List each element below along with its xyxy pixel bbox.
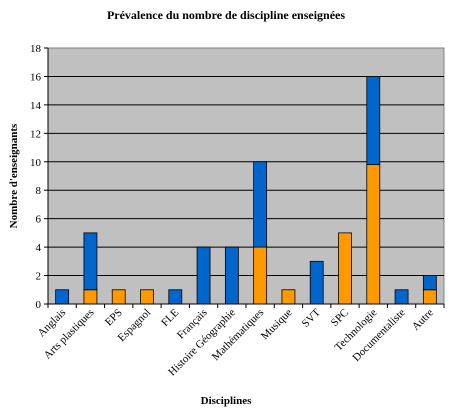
bar-segment (140, 289, 154, 305)
x-tick-label: Mathématiques (210, 307, 266, 363)
y-tick-label: 18 (30, 43, 42, 55)
x-tick-label: Musique (259, 307, 295, 343)
x-axis-title: Disciplines (201, 395, 252, 407)
bar-segment (422, 289, 437, 305)
bar-segment (394, 289, 409, 305)
bar-segment (309, 260, 324, 305)
bar-segment (168, 289, 183, 305)
bar-segment (366, 164, 381, 305)
bar-segment (281, 289, 296, 305)
y-tick-label: 14 (30, 100, 42, 112)
bar-segment (366, 76, 381, 166)
y-tick-label: 6 (36, 214, 42, 226)
y-tick-label: 10 (30, 157, 42, 169)
bar-segment (422, 275, 437, 291)
y-tick-label: 8 (36, 185, 42, 197)
y-tick-label: 2 (36, 271, 42, 283)
bar-segment (83, 232, 98, 291)
x-tick-label: EPS (103, 307, 125, 329)
y-axis-title: Nombre d'enseignants (8, 123, 20, 228)
bar-segment (253, 161, 268, 248)
bar-segment (196, 246, 211, 305)
bar-segment (224, 246, 239, 305)
bar-segment (338, 232, 352, 305)
bar-segment (83, 289, 98, 305)
bar-segment (55, 289, 70, 305)
y-tick-label: 0 (36, 299, 42, 311)
y-tick-label: 12 (30, 128, 41, 140)
y-tick-label: 4 (36, 242, 42, 254)
x-tick-label: SPC (329, 307, 351, 329)
x-tick-label: Arts plastiques (42, 307, 97, 362)
plot-area (47, 47, 445, 305)
bars (55, 76, 437, 305)
x-tick-label: FLE (159, 306, 182, 329)
bar-segment (253, 246, 268, 305)
x-tick-label: SVT (300, 306, 323, 329)
y-tick-label: 16 (30, 71, 42, 83)
chart-title: Prévalence du nombre de discipline ensei… (106, 8, 346, 22)
x-tick-label: Autre (410, 307, 436, 333)
y-tick-labels: 0 2 4 6 8 10 12 14 16 18 (30, 43, 48, 311)
bar-segment (111, 289, 126, 305)
